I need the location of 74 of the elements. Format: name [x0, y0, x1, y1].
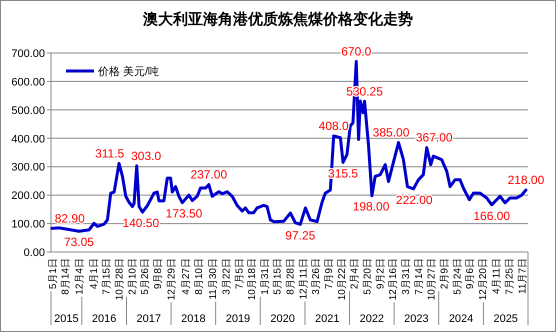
x-tick-label: 7月9日 [324, 258, 336, 290]
text: 2015 [54, 313, 79, 325]
y-tick-label: 0.00 [24, 247, 45, 259]
x-tick-label: 12月20日 [478, 258, 489, 300]
x-tick-label: 8月14日 [60, 258, 72, 295]
x-tick-label: 5月20日 [362, 258, 374, 295]
y-tick-label: 200.00 [11, 190, 45, 202]
y-tick-label: 500.00 [11, 104, 45, 117]
x-tick-label: 5月15日 [272, 258, 284, 295]
x-tick-label: 10月18日 [247, 258, 258, 300]
text: 2016 [92, 313, 116, 325]
text: 2023 [404, 313, 429, 325]
x-tick-label: 12月4日 [74, 258, 86, 295]
x-tick-label: 2月4日 [350, 258, 361, 290]
legend-label: 价格 美元/吨 [97, 65, 160, 78]
data-label: 73.05 [64, 235, 94, 250]
x-tick-label: 9月2日 [375, 258, 386, 290]
y-tick-label: 300.00 [11, 162, 45, 174]
data-label: 303.0 [131, 148, 162, 163]
data-label: 173.50 [166, 206, 203, 221]
text: 2019 [226, 313, 250, 325]
y-tick-label: 600.00 [11, 76, 45, 88]
x-tick-label: 1月31日 [260, 258, 271, 295]
x-tick-label: 5月1日 [48, 258, 59, 290]
data-label: 385.00 [372, 126, 410, 140]
x-tick-label: 9月6日 [465, 258, 476, 290]
x-tick-label: 5月24日 [452, 258, 464, 295]
x-tick-label: 9月8日 [153, 258, 164, 290]
y-tick-label: 700.00 [11, 48, 45, 60]
x-tick-label: 10月27日 [426, 258, 438, 300]
x-tick-label: 4月1日 [88, 258, 100, 290]
x-tick-label: 7月5日 [234, 258, 246, 290]
x-tick-label: 12月29日 [166, 258, 178, 300]
x-tick-label: 12月11日 [298, 258, 310, 300]
data-label: 140.50 [122, 216, 160, 230]
y-tick-label: 400.00 [11, 133, 45, 146]
data-label: 367.00 [416, 130, 453, 145]
text: 2018 [181, 313, 206, 325]
data-label: 82.90 [54, 211, 86, 226]
data-label: 198.00 [352, 200, 390, 214]
x-tick-label: 3月26日 [311, 258, 322, 295]
x-tick-label: 8月28日 [286, 258, 297, 295]
x-tick-label: 10月22日 [336, 258, 348, 300]
data-label: 222.00 [396, 192, 433, 207]
text: 2024 [448, 313, 474, 325]
x-tick-label: 2月10日 [127, 258, 138, 295]
chart-title: 澳大利亚海角港优质炼焦煤价格变化走势 [142, 10, 413, 28]
data-label: 237.00 [190, 168, 228, 182]
text: 2025 [493, 313, 518, 325]
x-tick-label: 7月25日 [504, 258, 516, 295]
text: 2020 [270, 313, 295, 325]
x-tick-label: 4月11日 [492, 258, 503, 294]
x-tick-label: 12月16日 [388, 258, 400, 300]
x-tick-label: 3月22日 [221, 258, 232, 295]
text: 2017 [136, 313, 162, 325]
y-tick-label: 100.00 [11, 218, 45, 231]
text: 2021 [315, 313, 340, 325]
data-label: 97.25 [285, 228, 316, 242]
text: 2022 [360, 313, 384, 325]
x-tick-label: 2月9日 [439, 258, 450, 290]
x-tick-label: 5月26日 [140, 258, 152, 295]
x-tick-label: 3月31日 [400, 258, 412, 295]
data-label: 670.0 [341, 44, 372, 59]
x-tick-label: 11月7日 [517, 258, 528, 294]
x-tick-label: 10月28日 [114, 258, 126, 300]
x-tick-label: 7月14日 [414, 258, 425, 295]
x-tick-label: 7月15日 [102, 258, 113, 295]
data-label: 166.00 [473, 208, 510, 223]
x-tick-label: 4月27日 [181, 258, 192, 295]
x-tick-label: 8月10日 [194, 258, 206, 295]
x-tick-label: 11月30日 [208, 258, 219, 300]
data-label: 408.0 [318, 119, 349, 134]
data-label: 218.00 [508, 173, 545, 188]
data-label: 311.5 [95, 146, 125, 160]
